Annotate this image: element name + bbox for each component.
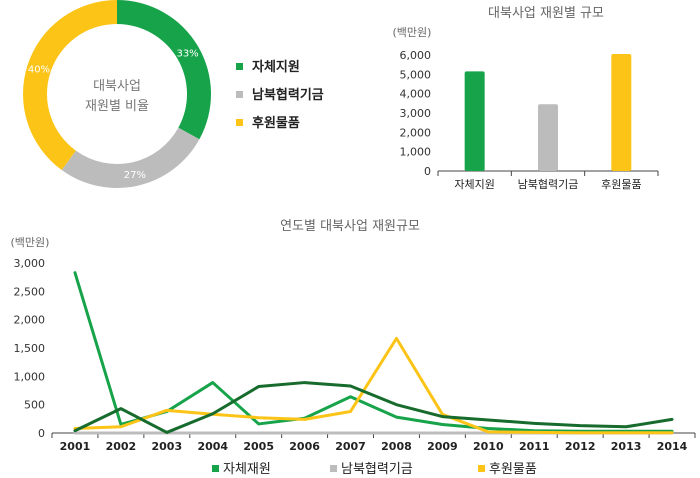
line-y-tick-label: 3,000 <box>14 257 46 270</box>
line-y-tick-label: 0 <box>38 427 45 440</box>
line-y-tick-label: 2,500 <box>14 285 46 298</box>
legend-marker <box>236 63 243 70</box>
donut-center-label: 대북사업 <box>93 79 141 94</box>
bar-category-label: 자체지원 <box>454 178 494 191</box>
line-x-tick-label: 2008 <box>381 440 412 453</box>
line-y-tick-label: 2,000 <box>14 314 46 327</box>
line-x-tick-label: 2004 <box>197 440 228 453</box>
legend-label: 남북협력기금 <box>341 462 413 477</box>
legend-label: 자체재원 <box>223 462 271 477</box>
line-x-tick-label: 2007 <box>335 440 366 453</box>
donut-slice-자체지원 <box>117 0 211 140</box>
line-x-tick-label: 2011 <box>519 440 550 453</box>
bar-후원물품 <box>611 54 632 171</box>
bar-남북협력기금 <box>538 104 558 171</box>
donut-slice-남북협력기금 <box>61 127 200 188</box>
bar-chart-unit: (백만원) <box>393 26 432 39</box>
legend-label: 자체지원 <box>252 60 300 75</box>
line-x-tick-label: 2001 <box>60 440 91 453</box>
legend-marker <box>478 465 485 472</box>
line-x-tick-label: 2012 <box>565 440 596 453</box>
line-legend: 자체재원 남북협력기금 후원물품 <box>212 462 537 477</box>
bar-y-tick-label: 3,000 <box>400 107 432 120</box>
bar-자체지원 <box>464 71 485 171</box>
line-x-tick-label: 2005 <box>243 440 274 453</box>
line-series-후원물품 <box>73 336 674 435</box>
legend-label: 후원물품 <box>252 115 300 131</box>
bar-y-tick-label: 5,000 <box>400 68 432 81</box>
bar-chart: 대북사업 재원별 규모 (백만원) 0 1,000 2,000 3,000 4,000 5,0… <box>393 6 659 191</box>
donut-center-label: 재원별 비율 <box>85 99 149 114</box>
donut-slice-label: 33% <box>176 48 198 59</box>
line-x-tick-label: 2006 <box>289 440 320 453</box>
line-y-tick-label: 500 <box>24 399 45 412</box>
line-chart: 연도별 대북사업 재원규모 (백만원) 0 500 1,000 1,500 2,000 2,5… <box>11 219 696 453</box>
line-y-tick-label: 1,000 <box>14 370 46 383</box>
donut-slice-label: 27% <box>124 170 146 181</box>
bar-y-tick-label: 4,000 <box>400 88 432 101</box>
line-x-tick-label: 2010 <box>473 440 504 453</box>
line-x-tick-label: 2002 <box>106 440 137 453</box>
line-chart-unit: (백만원) <box>11 236 50 249</box>
line-series-자체재원 <box>73 271 674 433</box>
bar-chart-title: 대북사업 재원별 규모 <box>488 6 604 21</box>
bar-y-tick-label: 1,000 <box>400 146 432 159</box>
line-chart-title: 연도별 대북사업 재원규모 <box>280 219 420 234</box>
bar-category-label: 후원물품 <box>601 178 641 191</box>
line-x-tick-label: 2013 <box>611 440 642 453</box>
donut-slice-label: 40% <box>28 65 50 76</box>
line-x-tick-label: 2009 <box>427 440 458 453</box>
line-x-tick-label: 2003 <box>152 440 183 453</box>
bar-category-label: 남북협력기금 <box>518 178 579 191</box>
line-y-tick-label: 1,500 <box>14 342 46 355</box>
bar-y-tick-label: 6,000 <box>400 49 432 62</box>
legend-marker <box>212 465 219 472</box>
line-x-tick-label: 2014 <box>657 440 688 453</box>
legend-marker <box>236 119 243 126</box>
line-series-series-4 <box>73 381 674 434</box>
bar-y-tick-label: 2,000 <box>400 126 432 139</box>
legend-label: 남북협력기금 <box>252 87 324 103</box>
legend-marker <box>236 91 243 98</box>
bar-y-tick-label: 0 <box>424 165 431 178</box>
legend-label: 후원물품 <box>489 462 537 477</box>
donut-slice-후원물품 <box>23 0 117 171</box>
legend-marker <box>330 465 337 472</box>
